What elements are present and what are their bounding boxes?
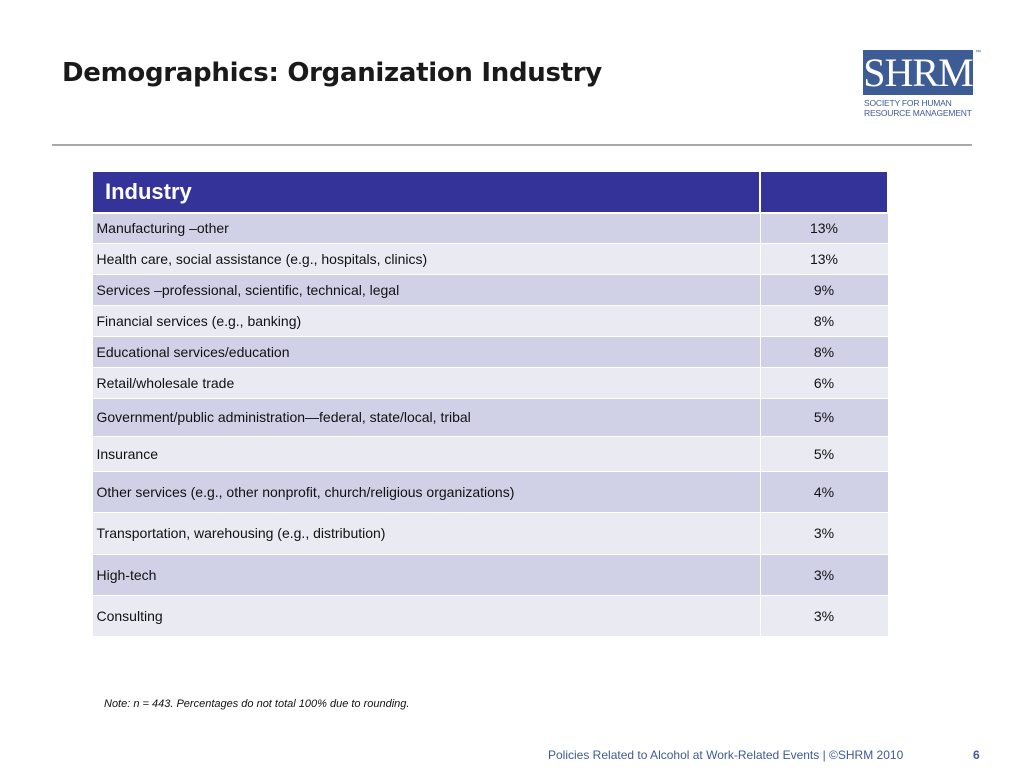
footer-text: Policies Related to Alcohol at Work-Rela… — [548, 748, 904, 762]
industry-percentage: 4% — [759, 470, 889, 513]
table-header-value — [759, 170, 889, 214]
table-row: Manufacturing –other 13% — [91, 212, 889, 244]
table-note: Note: n = 443. Percentages do not total … — [104, 698, 410, 710]
industry-label: Services –professional, scientific, tech… — [91, 273, 761, 306]
industry-percentage: 5% — [759, 397, 889, 437]
table-body: Manufacturing –other 13% Health care, soci… — [91, 212, 889, 637]
industry-percentage: 8% — [759, 335, 889, 368]
industry-percentage: 3% — [759, 553, 889, 596]
industry-percentage: 3% — [759, 594, 889, 637]
industry-label: Manufacturing –other — [91, 212, 761, 244]
industry-label: Financial services (e.g., banking) — [91, 304, 761, 337]
table-row: High-tech 3% — [91, 553, 889, 596]
industry-label: Health care, social assistance (e.g., ho… — [91, 242, 761, 275]
industry-percentage: 13% — [759, 212, 889, 244]
logo-text-line1: SOCIETY FOR HUMAN — [864, 98, 952, 108]
table-row: Consulting 3% — [91, 594, 889, 637]
title-divider — [52, 144, 972, 146]
industry-percentage: 5% — [759, 435, 889, 472]
industry-percentage: 13% — [759, 242, 889, 275]
table-row: Other services (e.g., other nonprofit, c… — [91, 470, 889, 513]
industry-label: Consulting — [91, 594, 761, 637]
table-header-industry: Industry — [91, 170, 761, 214]
table-row: Transportation, warehousing (e.g., distr… — [91, 511, 889, 555]
industry-label: Educational services/education — [91, 335, 761, 368]
industry-label: High-tech — [91, 553, 761, 596]
industry-percentage: 9% — [759, 273, 889, 306]
table-row: Insurance 5% — [91, 435, 889, 472]
table-row: Health care, social assistance (e.g., ho… — [91, 242, 889, 275]
table-row: Financial services (e.g., banking) 8% — [91, 304, 889, 337]
shrm-logo-text: SOCIETY FOR HUMAN RESOURCE MANAGEMENT — [864, 98, 979, 118]
industry-label: Insurance — [91, 435, 761, 472]
table-row: Services –professional, scientific, tech… — [91, 273, 889, 306]
page-number: 6 — [973, 748, 980, 762]
industry-label: Retail/wholesale trade — [91, 366, 761, 399]
industry-percentage: 8% — [759, 304, 889, 337]
table-row: Retail/wholesale trade 6% — [91, 366, 889, 399]
trademark-symbol: ™ — [975, 50, 981, 56]
industry-label: Other services (e.g., other nonprofit, c… — [91, 470, 761, 513]
industry-label: Transportation, warehousing (e.g., distr… — [91, 511, 761, 555]
table-header-row: Industry — [91, 170, 889, 214]
shrm-logo: SHRM ™ SOCIETY FOR HUMAN RESOURCE MANAGE… — [863, 50, 981, 122]
table-row: Educational services/education 8% — [91, 335, 889, 368]
logo-text-line2: RESOURCE MANAGEMENT — [864, 108, 972, 118]
industry-label: Government/public administration—federal… — [91, 397, 761, 437]
industry-table: Industry Manufacturing –other 13% Health c… — [91, 170, 889, 637]
shrm-logo-mark: SHRM — [863, 50, 974, 95]
slide-title: Demographics: Organization Industry — [62, 58, 602, 88]
table-row: Government/public administration—federal… — [91, 397, 889, 437]
industry-percentage: 3% — [759, 511, 889, 555]
industry-percentage: 6% — [759, 366, 889, 399]
